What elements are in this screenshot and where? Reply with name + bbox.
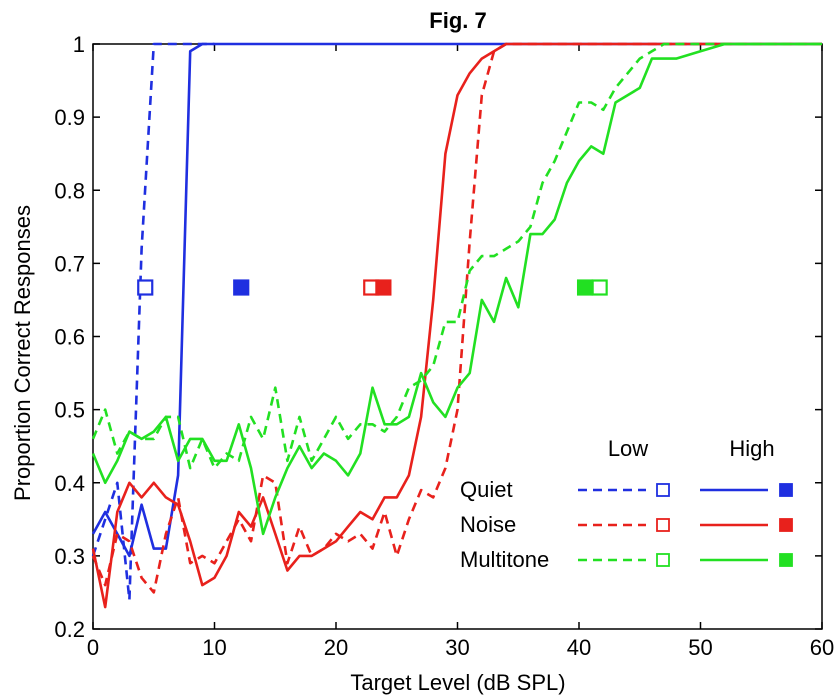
y-tick-label: 0.3	[54, 544, 85, 569]
series-quiet-low	[91, 42, 215, 602]
x-tick-label: 50	[688, 635, 712, 660]
series-layer	[91, 42, 822, 609]
y-tick-label: 0.5	[54, 398, 85, 423]
threshold-marker-multitone-low	[591, 279, 608, 296]
series-noise-low	[91, 42, 822, 594]
x-tick-label: 10	[202, 635, 226, 660]
legend-label-noise: Noise	[460, 512, 516, 537]
legend-sample-noise-low-marker	[656, 518, 670, 532]
threshold-marker-quiet-low	[137, 279, 154, 296]
axis-ticks: 0 10 20 30 40 50 60 0.2 0.3 0.4 0.5 0.6 0.7 0.8 0.9 1	[54, 32, 834, 660]
series-noise-high	[91, 42, 822, 609]
x-tick-label: 60	[810, 635, 834, 660]
legend-header-low: Low	[608, 436, 648, 461]
series-multitone-low	[91, 42, 822, 470]
x-axis-label: Target Level (dB SPL)	[350, 670, 565, 695]
x-tick-label: 40	[567, 635, 591, 660]
series-quiet-high	[91, 42, 822, 558]
threshold-marker-noise-high	[375, 279, 392, 296]
plot-frame	[92, 43, 823, 630]
chart-title: Fig. 7	[429, 8, 486, 33]
plot-area: 0 10 20 30 40 50 60 0.2 0.3 0.4 0.5 0.6 0.7 0.8 0.9 1	[54, 32, 834, 660]
legend-sample-quiet-high-marker	[779, 483, 793, 497]
y-tick-label: 0.6	[54, 325, 85, 350]
legend-label-multitone: Multitone	[460, 547, 549, 572]
legend-sample-multitone-high-marker	[779, 553, 793, 567]
y-tick-label: 1	[73, 32, 85, 57]
y-tick-label: 0.8	[54, 178, 85, 203]
x-tick-label: 20	[324, 635, 348, 660]
x-tick-label: 30	[445, 635, 469, 660]
threshold-marker-multitone-high	[576, 279, 594, 296]
legend-sample-noise-high-marker	[779, 518, 793, 532]
legend-sample-quiet-low-marker	[656, 483, 670, 497]
y-tick-label: 0.2	[54, 617, 85, 642]
legend-header-high: High	[729, 436, 774, 461]
x-tick-label: 0	[87, 635, 99, 660]
legend-label-quiet: Quiet	[460, 477, 513, 502]
y-tick-label: 0.7	[54, 251, 85, 276]
threshold-marker-layer	[137, 279, 608, 296]
y-axis-label: Proportion Correct Responses	[10, 205, 35, 501]
threshold-marker-quiet-high	[233, 279, 250, 296]
y-tick-label: 0.9	[54, 105, 85, 130]
legend-sample-multitone-low-marker	[656, 553, 670, 567]
legend: Low High Quiet Noise Multitone	[460, 436, 793, 572]
y-tick-label: 0.4	[54, 471, 85, 496]
chart-title-layer: Fig. 7	[429, 8, 486, 33]
legend-samples	[578, 483, 793, 567]
series-multitone-high	[91, 42, 822, 536]
